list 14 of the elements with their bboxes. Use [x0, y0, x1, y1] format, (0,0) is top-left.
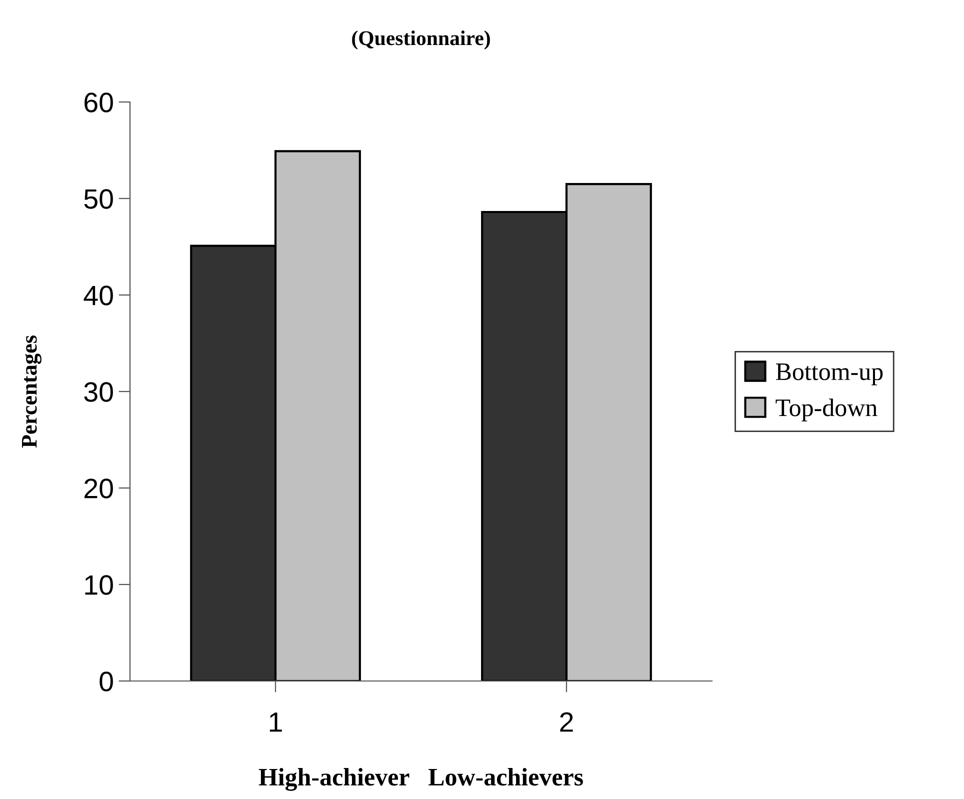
y-tick-label: 30 — [84, 382, 113, 402]
y-tick-label: 10 — [85, 575, 113, 595]
y-tick-label: 60 — [84, 92, 113, 112]
x-axis-title: High-achiever Low-achievers — [258, 768, 583, 791]
y-axis-title: Percentages — [22, 335, 42, 448]
legend-label: Top-down — [776, 398, 878, 422]
x-tick-label: 2 — [560, 712, 573, 732]
legend-label: Bottom-up — [776, 364, 883, 386]
x-tick-label: 1 — [270, 712, 282, 732]
y-tick-label: 20 — [84, 478, 113, 498]
y-tick-label: 50 — [84, 189, 113, 209]
chart-title: (Questionnaire) — [352, 30, 490, 50]
y-tick-label: 0 — [100, 672, 113, 692]
y-tick-label: 40 — [84, 286, 113, 306]
